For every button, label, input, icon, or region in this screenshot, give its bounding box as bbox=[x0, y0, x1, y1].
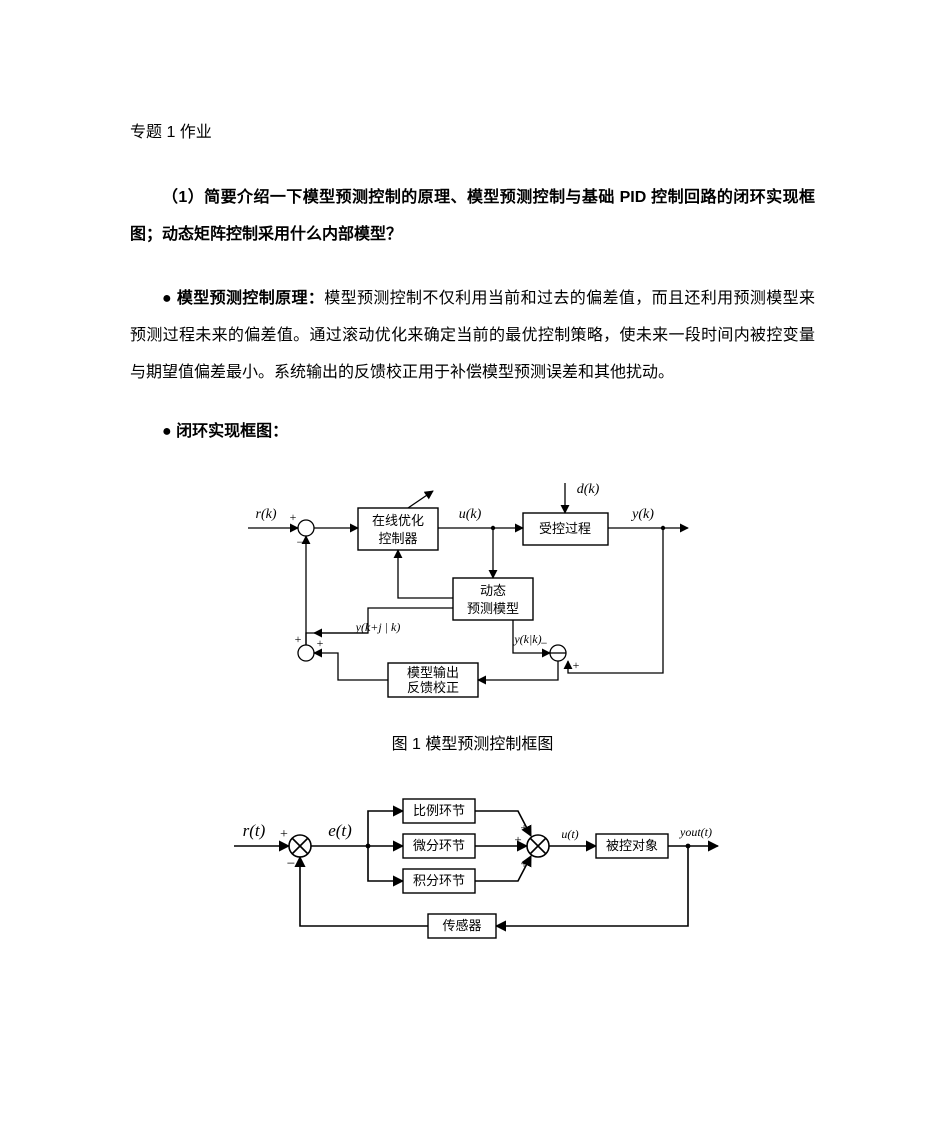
p-label: 比例环节 bbox=[412, 803, 464, 818]
line-y-fb bbox=[568, 528, 663, 673]
sum2-p2: + bbox=[514, 832, 521, 847]
sign-sum1-minus: − bbox=[296, 535, 303, 549]
model-l2: 预测模型 bbox=[466, 601, 518, 616]
sensor-label: 传感器 bbox=[442, 918, 481, 933]
optimizer-l1: 在线优化 bbox=[371, 513, 423, 528]
principle-bullet: ● 模型预测控制原理： bbox=[162, 290, 324, 307]
node-yout bbox=[685, 844, 690, 849]
block-diagram-bullet: ● 闭环实现框图： bbox=[162, 423, 288, 440]
label-ykk: y(k|k) bbox=[513, 632, 541, 646]
plant-label: 被控对象 bbox=[605, 838, 657, 853]
label-d: d(k) bbox=[576, 482, 599, 497]
node-y-tap bbox=[660, 525, 664, 529]
line-corr-s3 bbox=[314, 653, 388, 680]
page-title: 专题 1 作业 bbox=[130, 115, 815, 152]
question-text: （1）简要介绍一下模型预测控制的原理、模型预测控制与基础 PID 控制回路的闭环… bbox=[130, 180, 815, 254]
sign-sum3-plus2: + bbox=[294, 632, 301, 646]
label-r: r(k) bbox=[255, 507, 276, 522]
line-to-I bbox=[368, 846, 403, 881]
label-yout: yout(t) bbox=[679, 825, 712, 839]
line-opt-top bbox=[408, 491, 433, 508]
line-to-P bbox=[368, 811, 403, 846]
corrector-l1: 模型输出 bbox=[406, 665, 458, 680]
label-e: e(t) bbox=[328, 821, 352, 840]
label-y: y(k) bbox=[630, 507, 654, 522]
summer-1 bbox=[298, 520, 314, 536]
label-u: u(k) bbox=[458, 507, 481, 522]
label-u2: u(t) bbox=[561, 827, 578, 841]
line-model-s3b bbox=[306, 633, 368, 645]
figure-2-pid-diagram: r(t) + − e(t) 比例环节 微分环节 积分环节 + + + u(t) … bbox=[130, 786, 815, 966]
sign-sum2-plus: + bbox=[572, 658, 579, 672]
line-s2-corr bbox=[478, 661, 558, 680]
sign-sum1-plus: + bbox=[289, 510, 296, 524]
i-label: 积分环节 bbox=[412, 873, 464, 888]
sign-in-plus: + bbox=[280, 827, 288, 842]
block-diagram-heading: ● 闭环实现框图： bbox=[130, 414, 815, 451]
summer-3 bbox=[298, 645, 314, 661]
label-r2: r(t) bbox=[242, 821, 265, 840]
model-l1: 动态 bbox=[479, 583, 505, 598]
sign-in-minus: − bbox=[286, 856, 294, 872]
principle-paragraph: ● 模型预测控制原理：模型预测控制不仅利用当前和过去的偏差值，而且还利用预测模型… bbox=[130, 281, 815, 391]
figure-1-caption: 图 1 模型预测控制框图 bbox=[130, 727, 815, 764]
corrector-l2: 反馈校正 bbox=[406, 680, 458, 695]
sign-sum2-minus: − bbox=[540, 636, 547, 650]
process-label: 受控过程 bbox=[538, 521, 590, 536]
node-u-tap bbox=[490, 525, 494, 529]
label-ykj: y(k+j | k) bbox=[354, 620, 400, 634]
optimizer-l2: 控制器 bbox=[378, 531, 417, 546]
figure-1-mpc-diagram: 在线优化 控制器 受控过程 动态 预测模型 模型输出 反馈校正 r(k) + −… bbox=[130, 473, 815, 718]
sum2-p3: + bbox=[520, 856, 527, 871]
sign-sum3-plus1: + bbox=[316, 636, 323, 650]
line-model-opt bbox=[398, 550, 453, 598]
d-label: 微分环节 bbox=[412, 838, 464, 853]
